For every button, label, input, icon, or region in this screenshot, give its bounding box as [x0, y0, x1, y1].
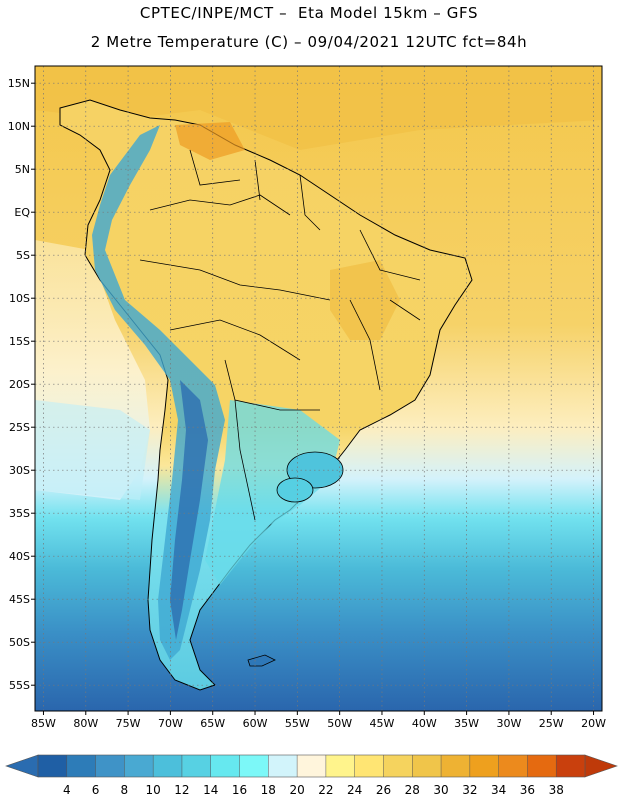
plot-frame: [34, 65, 603, 712]
colorbar-label: 22: [318, 783, 333, 797]
colorbar-swatch: [297, 755, 327, 777]
colorbar-swatch: [325, 755, 355, 777]
colorbar-swatch: [239, 755, 269, 777]
colorbar-left-arrow: [5, 754, 39, 778]
lat-tick-label: 15S: [9, 335, 30, 348]
colorbar-swatch: [383, 755, 413, 777]
lon-tick-label: 40W: [412, 717, 437, 730]
colorbar-label: 6: [92, 783, 100, 797]
lon-tick-label: 85W: [31, 717, 56, 730]
lon-tick-label: 45W: [370, 717, 395, 730]
lon-tick-label: 30W: [496, 717, 521, 730]
colorbar-swatch: [527, 755, 557, 777]
colorbar-label: 4: [63, 783, 71, 797]
lat-tick-label: 10S: [9, 292, 30, 305]
caribbean-warm-area: [35, 66, 602, 150]
colorbar-right-arrow: [584, 754, 618, 778]
lon-tick-label: 20W: [581, 717, 606, 730]
warm-venezuela: [175, 122, 245, 160]
lat-tick-label: EQ: [14, 206, 30, 219]
colorbar-label: 34: [491, 783, 506, 797]
lon-tick-label: 75W: [116, 717, 141, 730]
lon-tick-label: 80W: [73, 717, 98, 730]
lat-tick-label: 5S: [16, 249, 30, 262]
lon-tick-label: 50W: [327, 717, 352, 730]
colorbar-label: 38: [549, 783, 564, 797]
colorbar-label: 32: [462, 783, 477, 797]
colorbar-label: 8: [121, 783, 129, 797]
colorbar-swatch: [66, 755, 96, 777]
colorbar-swatch: [268, 755, 298, 777]
colorbar-swatch: [210, 755, 240, 777]
colorbar-label: 26: [376, 783, 391, 797]
rio-de-la-plata-area: [276, 477, 314, 503]
colorbar-frame: [37, 754, 586, 778]
cool-southeast-land: [205, 400, 340, 585]
pacific-cold-band: [35, 400, 150, 500]
colorbar-swatch: [441, 755, 471, 777]
lon-tick-label: 60W: [243, 717, 268, 730]
lat-tick-label: 25S: [9, 421, 30, 434]
lon-tick-label: 70W: [158, 717, 183, 730]
colorbar-swatch: [153, 755, 183, 777]
colorbar-swatch: [181, 755, 212, 777]
colorbar-swatch: [354, 755, 384, 777]
colorbar-swatch: [412, 755, 442, 777]
lat-tick-label: 10N: [8, 120, 30, 133]
lat-tick-label: 15N: [8, 77, 30, 90]
lat-tick-label: 35S: [9, 507, 30, 520]
colorbar-swatch: [95, 755, 125, 777]
title-line-1: CPTEC/INPE/MCT – Eta Model 15km – GFS: [139, 4, 479, 22]
colorbar-label: 20: [289, 783, 304, 797]
colorbar-swatch: [498, 755, 528, 777]
lon-tick-label: 65W: [200, 717, 225, 730]
lon-tick-label: 55W: [285, 717, 310, 730]
colorbar-swatch: [38, 755, 68, 777]
colorbar-label: 16: [232, 783, 247, 797]
lat-tick-label: 5N: [15, 163, 30, 176]
colorbar-swatch: [124, 755, 154, 777]
colorbar-label: 18: [261, 783, 276, 797]
colorbar-label: 36: [520, 783, 535, 797]
colorbar-label: 12: [174, 783, 189, 797]
falkland-islands: [247, 654, 276, 667]
lat-tick-label: 30S: [9, 464, 30, 477]
warm-interior: [330, 260, 400, 340]
colorbar-label: 28: [405, 783, 420, 797]
colorbar-label: 10: [146, 783, 161, 797]
lat-tick-label: 40S: [9, 550, 30, 563]
colorbar-label: 14: [203, 783, 218, 797]
colorbar-label: 30: [433, 783, 448, 797]
latitude-labels: 15N 10N 5N EQ 5S 10S 15S 20S 25S 30S 35S 40S 45S 50S 5…: [8, 77, 35, 692]
longitude-labels: 85W 80W 75W 70W 65W 60W 55W 50W 45W 40W 35W 30W 25W 2…: [31, 711, 606, 730]
lon-tick-label: 25W: [539, 717, 564, 730]
graticule: [35, 66, 602, 711]
title-line-2: 2 Metre Temperature (C) – 09/04/2021 12U…: [90, 33, 528, 51]
lon-tick-label: 35W: [454, 717, 479, 730]
colorbar: 4 6 8 10 12 14 16 18 20 22 24 26 28 30 32 34 36 38: [5, 754, 618, 797]
lat-tick-label: 55S: [9, 679, 30, 692]
colorbar-label: 24: [347, 783, 362, 797]
lat-tick-label: 50S: [9, 636, 30, 649]
colorbar-swatch: [556, 755, 586, 777]
lat-tick-label: 20S: [9, 378, 30, 391]
country-borders: [139, 149, 421, 521]
lat-tick-label: 45S: [9, 593, 30, 606]
colorbar-swatch: [469, 755, 499, 777]
andes-core: [170, 380, 208, 640]
